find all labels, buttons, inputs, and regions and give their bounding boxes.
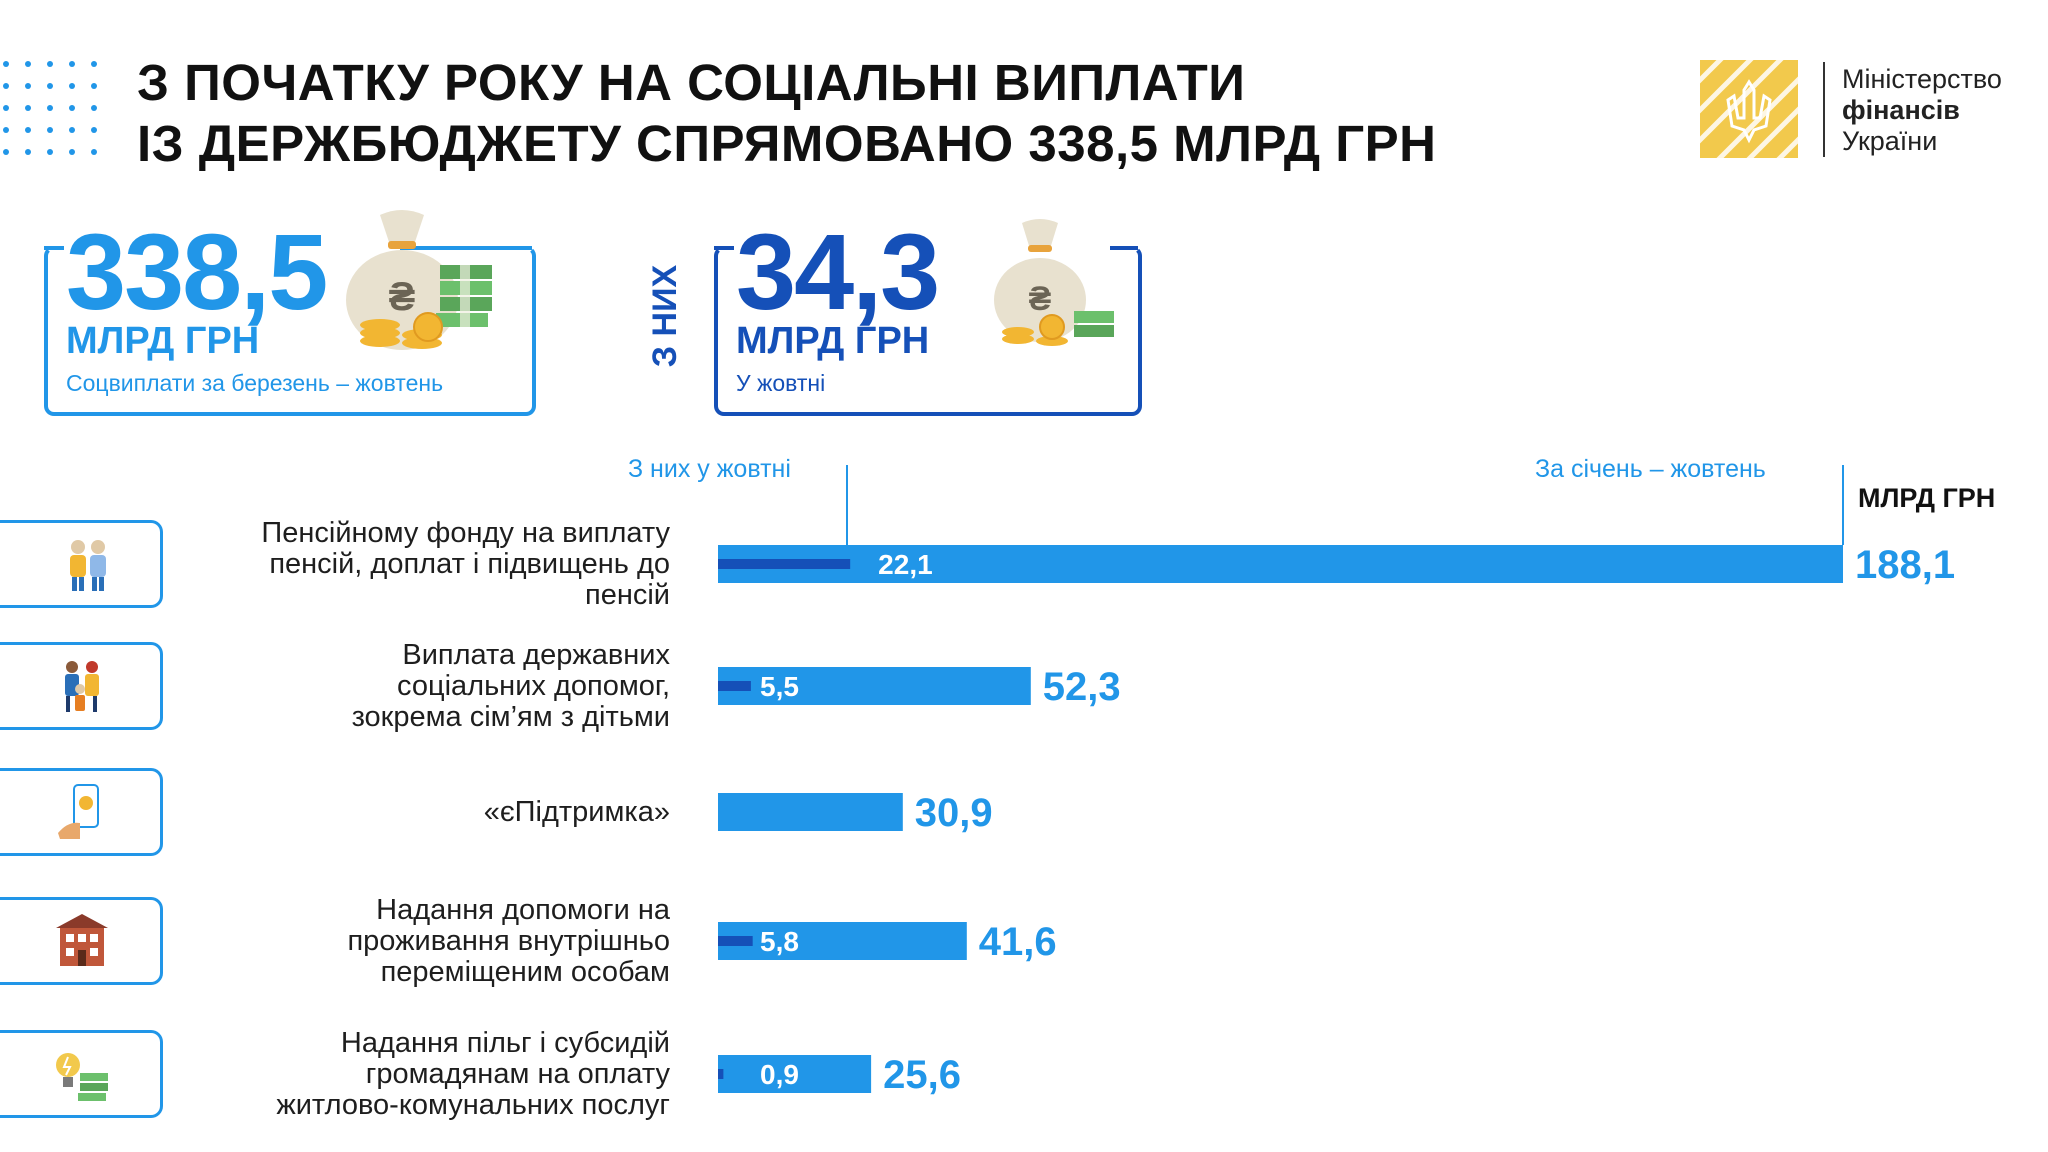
- elderly-couple-icon: [70, 540, 106, 591]
- total-value-label: 30,9: [915, 791, 993, 835]
- header-total: За січень – жовтень: [1535, 455, 1766, 483]
- total-unit: МЛРД ГРН: [66, 320, 260, 362]
- category-label: Надання допомоги на проживання внутрішньо…: [150, 893, 670, 988]
- bar-total: [718, 1055, 872, 1093]
- bar-total: [718, 922, 967, 960]
- logo-line-2: фінансів: [1842, 95, 1960, 125]
- october-value-label: 22,1: [878, 549, 933, 580]
- october-note: У жовтні: [736, 370, 826, 396]
- house-icon: [56, 914, 108, 966]
- october-value-label: 5,5: [760, 671, 799, 702]
- total-summary-card: [44, 246, 536, 416]
- category-label-line: громадянам на оплату: [365, 1057, 670, 1090]
- total-value: 338,5: [66, 211, 328, 332]
- card-border-segment: [400, 246, 532, 250]
- money-bag-icon: ₴: [346, 210, 492, 350]
- page-title: З ПОЧАТКУ РОКУ НА СОЦІАЛЬНІ ВИПЛАТИ ІЗ Д…: [137, 52, 1437, 174]
- category-label-line: Надання пільг і субсидій: [340, 1026, 670, 1059]
- category-label-line: соціальних допомог,: [397, 669, 670, 702]
- category-label-line: переміщеним особам: [380, 955, 670, 988]
- money-bag-small-icon: ₴: [994, 219, 1114, 346]
- category-icon-box: [0, 642, 163, 730]
- trident-emblem-icon: [1700, 60, 1798, 158]
- family-icon: [65, 661, 99, 712]
- bulb-money-icon: [56, 1053, 108, 1101]
- header-october: З них у жовтні: [628, 455, 791, 483]
- bar-total: [718, 545, 1843, 583]
- category-icon-box: [0, 897, 163, 985]
- october-value-label: 0,9: [760, 1059, 799, 1090]
- phone-payment-icon: [58, 784, 99, 839]
- bar-total: [718, 793, 903, 831]
- dot-grid-decoration: [3, 61, 97, 155]
- category-label-line: житлово-комунальних послуг: [276, 1088, 670, 1121]
- total-value-label: 41,6: [979, 920, 1057, 964]
- category-label-line: пенсій, доплат і підвищень до: [269, 547, 670, 580]
- bar-total: [718, 667, 1031, 705]
- bar-october: [718, 936, 753, 946]
- title-line-2: ІЗ ДЕРЖБЮДЖЕТУ СПРЯМОВАНО 338,5 МЛРД ГРН: [137, 115, 1437, 172]
- title-line-1: З ПОЧАТКУ РОКУ НА СОЦІАЛЬНІ ВИПЛАТИ: [137, 54, 1246, 111]
- header-unit: МЛРД ГРН: [1858, 483, 1996, 513]
- category-label-line: «єПідтримка»: [483, 795, 670, 828]
- total-value-label: 25,6: [883, 1053, 961, 1097]
- october-value-label: 5,8: [760, 926, 799, 957]
- category-label-line: пенсій: [585, 578, 670, 611]
- category-icon-box: [0, 520, 163, 608]
- svg-text:₴: ₴: [389, 275, 416, 319]
- ministry-logo: Міністерство фінансів України: [1700, 60, 2040, 160]
- category-label-line: Надання допомоги на: [376, 893, 670, 926]
- category-icon-box: [0, 1030, 163, 1118]
- category-label-line: Виплата державних: [402, 638, 670, 671]
- category-label: Пенсійному фонду на виплату пенсій, допла…: [150, 516, 670, 611]
- october-summary-card: [714, 246, 1142, 416]
- logo-line-3: України: [1842, 126, 1938, 156]
- bar-october: [718, 681, 751, 691]
- bar-october: [718, 1069, 724, 1079]
- logo-text: Міністерство фінансів України: [1842, 64, 2002, 157]
- total-value-label: 188,1: [1855, 543, 1955, 587]
- svg-text:₴: ₴: [1029, 280, 1052, 318]
- category-label: Надання пільг і субсидій громадянам на оп…: [150, 1026, 670, 1121]
- card-border-segment: [1110, 246, 1138, 250]
- total-value-label: 52,3: [1043, 665, 1121, 709]
- category-icon-box: [0, 768, 163, 856]
- october-value: 34,3: [736, 211, 940, 332]
- october-unit: МЛРД ГРН: [736, 320, 930, 362]
- card-border-segment: [714, 246, 734, 250]
- logo-line-1: Міністерство: [1842, 64, 2002, 94]
- total-note: Соцвиплати за березень – жовтень: [66, 370, 444, 396]
- category-label: Виплата державних соціальних допомог, зокр…: [150, 638, 670, 733]
- category-label-line: Пенсійному фонду на виплату: [261, 516, 670, 549]
- logo-divider: [1823, 62, 1825, 157]
- category-label-line: зокрема сім’ям з дітьми: [351, 700, 670, 733]
- card-border-segment: [44, 246, 64, 250]
- category-label: «єПідтримка»: [150, 795, 670, 828]
- category-label-line: проживання внутрішньо: [347, 924, 670, 957]
- bar-october: [718, 559, 851, 569]
